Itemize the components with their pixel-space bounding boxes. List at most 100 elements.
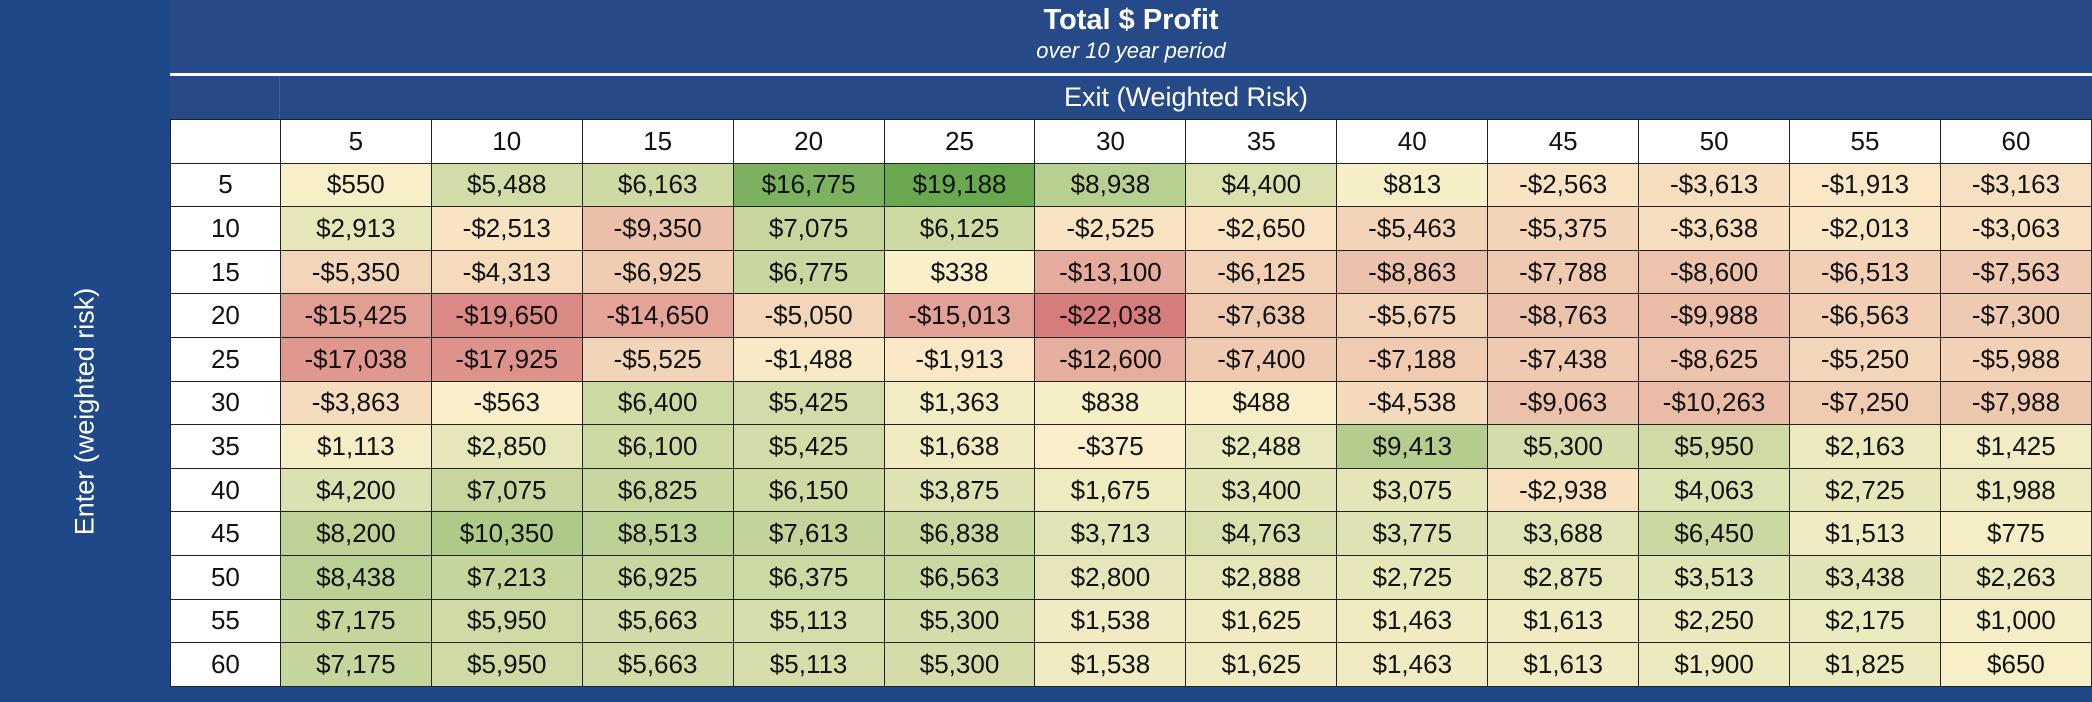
row-tick-label: 60 <box>170 642 281 687</box>
heatmap-cell: $1,425 <box>1939 424 2092 469</box>
heatmap-cell: $5,300 <box>1487 424 1640 469</box>
heatmap-cell: $3,438 <box>1789 554 1941 600</box>
heatmap-cell: -$8,763 <box>1487 293 1640 338</box>
table-row: 45 $8,200 $10,350 $8,513 $7,613 $6,838 $3,713 $… <box>170 511 2092 556</box>
heatmap-cell: $550 <box>279 162 432 208</box>
heatmap-cell: $1,538 <box>1034 598 1187 644</box>
heatmap-cell: -$2,013 <box>1789 206 1941 251</box>
heatmap-cell: -$13,100 <box>1034 249 1187 295</box>
heatmap-cell: $2,175 <box>1789 598 1941 644</box>
heatmap-cell: $838 <box>1034 380 1187 426</box>
heatmap-cell: $1,900 <box>1638 642 1791 687</box>
heatmap-cell: $1,625 <box>1185 642 1338 687</box>
heatmap-cell: $1,463 <box>1336 598 1489 644</box>
heatmap-cell: $1,113 <box>279 424 432 469</box>
heatmap-cell: -$6,925 <box>581 249 734 295</box>
heatmap-cell: $5,663 <box>581 642 734 687</box>
heatmap-cell: -$8,625 <box>1638 336 1791 382</box>
row-tick-label: 50 <box>170 554 281 600</box>
heatmap-cell: -$19,650 <box>430 293 583 338</box>
column-tick-label: 45 <box>1487 119 1640 164</box>
heatmap-cell: -$3,638 <box>1638 206 1791 251</box>
heatmap-cell: $6,100 <box>581 424 734 469</box>
heatmap-cell: $1,825 <box>1789 642 1941 687</box>
column-tick-label: 10 <box>430 119 583 164</box>
heatmap-cell: -$6,563 <box>1789 293 1941 338</box>
heatmap-cell: $2,163 <box>1789 424 1941 469</box>
heatmap-cell: $7,175 <box>279 642 432 687</box>
title-band: Total $ Profit over 10 year period <box>170 0 2092 73</box>
table-row: 55 $7,175 $5,950 $5,663 $5,113 $5,300 $1,538 $1… <box>170 598 2092 644</box>
heatmap-cell: $2,875 <box>1487 554 1640 600</box>
row-tick-label: 5 <box>170 162 281 208</box>
heatmap-cell: -$9,350 <box>581 206 734 251</box>
heatmap-cell: $5,300 <box>883 642 1036 687</box>
heatmap-cell: -$5,350 <box>279 249 432 295</box>
heatmap-cell: -$1,488 <box>732 336 885 382</box>
table-row: 50 $8,438 $7,213 $6,925 $6,375 $6,563 $2,800 $2… <box>170 554 2092 600</box>
heatmap-cell: $16,775 <box>732 162 885 208</box>
heatmap-cell: $775 <box>1939 511 2092 556</box>
heatmap-cell: -$17,038 <box>279 336 432 382</box>
heatmap-cell: -$15,425 <box>279 293 432 338</box>
row-tick-label: 30 <box>170 380 281 426</box>
heatmap-cell: $1,988 <box>1939 467 2092 513</box>
heatmap-cell: $4,763 <box>1185 511 1338 556</box>
column-header-row: 5 10 15 20 25 30 35 40 45 50 55 60 <box>170 119 2092 164</box>
heatmap-cell: $2,913 <box>279 206 432 251</box>
heatmap-cell: -$17,925 <box>430 336 583 382</box>
y-axis-label: Enter (weighted risk) <box>69 287 100 535</box>
column-tick-label: 55 <box>1789 119 1941 164</box>
heatmap-cell: -$14,650 <box>581 293 734 338</box>
heatmap-cell: -$7,250 <box>1789 380 1941 426</box>
row-tick-label: 20 <box>170 293 281 338</box>
heatmap-cell: -$6,125 <box>1185 249 1338 295</box>
heatmap-cell: -$2,513 <box>430 206 583 251</box>
table-row: 10 $2,913 -$2,513 -$9,350 $7,075 $6,125 -$2,52… <box>170 206 2092 251</box>
heatmap-cell: -$563 <box>430 380 583 426</box>
table-row: 15 -$5,350 -$4,313 -$6,925 $6,775 $338 -$13,10… <box>170 249 2092 295</box>
heatmap-cell: $3,775 <box>1336 511 1489 556</box>
heatmap-cell: -$5,463 <box>1336 206 1489 251</box>
heatmap-cell: $5,113 <box>732 598 885 644</box>
heatmap-cell: $2,725 <box>1336 554 1489 600</box>
heatmap-cell: -$12,600 <box>1034 336 1187 382</box>
heatmap-cell: -$5,988 <box>1939 336 2092 382</box>
chart-title: Total $ Profit <box>1043 4 1219 36</box>
heatmap-cell: $488 <box>1185 380 1338 426</box>
heatmap-cell: -$3,063 <box>1939 206 2092 251</box>
heatmap-cell: $6,150 <box>732 467 885 513</box>
heatmap-cell: $9,413 <box>1336 424 1489 469</box>
heatmap-cell: $6,825 <box>581 467 734 513</box>
column-tick-label: 5 <box>279 119 432 164</box>
heatmap-cell: $7,075 <box>430 467 583 513</box>
heatmap-cell: $7,213 <box>430 554 583 600</box>
heatmap-cell: $2,800 <box>1034 554 1187 600</box>
heatmap-body: 5 10 15 20 25 30 35 40 45 50 55 60 5 $550 $5,488 $6,163… <box>170 119 2092 687</box>
heatmap-cell: $5,113 <box>732 642 885 687</box>
heatmap-cell: $1,363 <box>883 380 1036 426</box>
y-axis-label-wrap: Enter (weighted risk) <box>0 120 170 702</box>
column-tick-label: 15 <box>581 119 734 164</box>
column-tick-label: 35 <box>1185 119 1338 164</box>
heatmap-cell: -$9,988 <box>1638 293 1791 338</box>
row-tick-label: 55 <box>170 598 281 644</box>
heatmap-cell: $1,675 <box>1034 467 1187 513</box>
heatmap-cell: $1,000 <box>1939 598 2092 644</box>
heatmap-cell: $3,400 <box>1185 467 1338 513</box>
heatmap-cell: $3,075 <box>1336 467 1489 513</box>
heatmap-cell: -$1,913 <box>1789 162 1941 208</box>
heatmap-cell: -$22,038 <box>1034 293 1187 338</box>
heatmap-cell: -$7,400 <box>1185 336 1338 382</box>
column-tick-label: 60 <box>1939 119 2092 164</box>
heatmap-cell: $650 <box>1939 642 2092 687</box>
heatmap-cell: $5,425 <box>732 424 885 469</box>
heatmap-cell: -$2,938 <box>1487 467 1640 513</box>
heatmap-cell: -$10,263 <box>1638 380 1791 426</box>
heatmap-cell: -$4,538 <box>1336 380 1489 426</box>
heatmap-cell: $3,713 <box>1034 511 1187 556</box>
table-row: 30 -$3,863 -$563 $6,400 $5,425 $1,363 $838 $488… <box>170 380 2092 426</box>
heatmap-cell: -$9,063 <box>1487 380 1640 426</box>
heatmap-cell: $3,513 <box>1638 554 1791 600</box>
